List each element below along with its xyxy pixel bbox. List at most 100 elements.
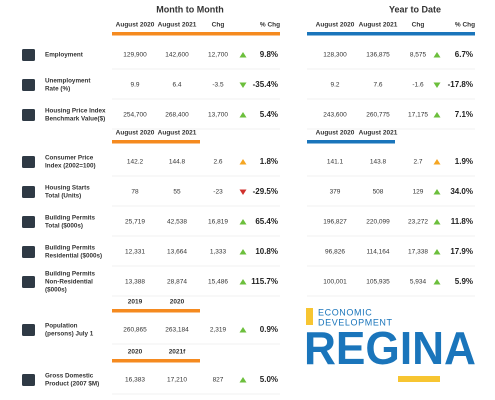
header-bar [112, 309, 200, 313]
percent-change: -17.8% [448, 80, 473, 89]
row-label: Population [45, 323, 78, 330]
cell-value: 508 [373, 189, 384, 196]
icon [22, 246, 35, 258]
row-label: Total (Units) [45, 193, 81, 200]
cell-value: 243,600 [323, 112, 347, 119]
column-header: 2020 [128, 349, 143, 356]
header-bar [307, 32, 475, 36]
row-label: Building Permits [45, 245, 96, 252]
trend-arrow [239, 219, 247, 225]
trend-arrow [239, 377, 247, 383]
column-header: August 2021 [158, 22, 197, 29]
cell-value: 78 [131, 189, 139, 196]
trend-arrow [433, 279, 441, 285]
column-header: August 2020 [316, 22, 355, 29]
column-header: August 2021 [158, 130, 197, 137]
cell-value: 25,719 [125, 219, 145, 226]
trend-arrow [433, 52, 441, 58]
cell-value: 143.8 [370, 159, 387, 166]
percent-change: 17.9% [450, 247, 473, 256]
icon [22, 276, 35, 288]
trend-arrow [239, 327, 247, 333]
cell-value: 12,331 [125, 249, 145, 256]
logo-bar [398, 376, 440, 382]
row-label: Total ($000s) [45, 223, 83, 230]
trend-arrow [433, 249, 441, 255]
icon [22, 216, 35, 228]
cell-value: 196,827 [323, 219, 347, 226]
cell-value: 260,775 [366, 112, 390, 119]
column-header: % Chg [455, 22, 475, 29]
trend-arrow [239, 112, 247, 118]
icon [22, 324, 35, 336]
column-header: 2020 [170, 299, 185, 306]
row-label: Housing Price Index [45, 108, 106, 115]
cell-value: 9.9 [130, 82, 139, 89]
row-label: Employment [45, 52, 84, 59]
icon [22, 79, 35, 91]
trend-arrow [433, 82, 441, 88]
row-label: Index (2002=100) [45, 163, 96, 170]
column-header: August 2021 [359, 22, 398, 29]
cell-value: 141.1 [327, 159, 344, 166]
header-bar [112, 140, 200, 144]
cell-value: 2,319 [210, 327, 227, 334]
cell-value: 254,700 [123, 112, 147, 119]
cell-value: 1,333 [210, 249, 227, 256]
cell-value: 7.6 [373, 82, 382, 89]
column-header: August 2020 [116, 130, 155, 137]
cell-value: 128,300 [323, 52, 347, 59]
icon [22, 49, 35, 61]
trend-arrow [239, 189, 247, 195]
icon [22, 109, 35, 121]
percent-change: 10.8% [255, 247, 278, 256]
section-title: Month to Month [156, 4, 223, 14]
cell-value: -1.6 [412, 82, 424, 89]
percent-change: 5.9% [455, 277, 473, 286]
logo-bar [306, 308, 313, 325]
row-label: Rate (%) [45, 86, 70, 93]
cell-value: 12,700 [208, 52, 228, 59]
cell-value: 142,600 [165, 52, 189, 59]
cell-value: 114,164 [366, 249, 389, 256]
cell-value: 17,175 [408, 112, 428, 119]
trend-arrow [239, 52, 247, 58]
percent-change: 115.7% [251, 277, 278, 286]
trend-arrow [239, 159, 247, 165]
cell-value: 129,900 [123, 52, 147, 59]
icon [22, 156, 35, 168]
percent-change: 7.1% [455, 110, 473, 119]
row-label: Non-Residential [45, 279, 93, 286]
cell-value: 16,819 [208, 219, 228, 226]
trend-arrow [433, 219, 441, 225]
header-bar [307, 140, 395, 144]
row-label: Gross Domestic [45, 373, 94, 380]
logo-line: ECONOMIC [318, 307, 372, 317]
row-label: Building Permits [45, 215, 96, 222]
cell-value: 96,826 [325, 249, 345, 256]
cell-value: 129 [413, 189, 424, 196]
row-label: ($000s) [45, 287, 67, 294]
icon [22, 186, 35, 198]
cell-value: 5,934 [410, 279, 427, 286]
cell-value: 136,875 [366, 52, 390, 59]
section-title: Year to Date [389, 4, 441, 14]
trend-arrow [239, 279, 247, 285]
column-header: August 2020 [116, 22, 155, 29]
cell-value: 263,184 [165, 327, 189, 334]
cell-value: 6.4 [172, 82, 181, 89]
cell-value: 827 [213, 377, 224, 384]
cell-value: 28,874 [167, 279, 187, 286]
cell-value: 260,865 [123, 327, 147, 334]
row-label: (persons) July 1 [45, 331, 94, 338]
header-bar [112, 32, 280, 36]
percent-change: 9.8% [260, 50, 278, 59]
logo-name: REGINA [304, 322, 476, 374]
percent-change: 6.7% [455, 50, 473, 59]
cell-value: 8,575 [410, 52, 427, 59]
row-label: Consumer Price [45, 155, 94, 162]
column-header: Chg [212, 22, 225, 29]
icon [22, 374, 35, 386]
row-label: Product (2007 $M) [45, 381, 99, 388]
cell-value: 16,383 [125, 377, 145, 384]
